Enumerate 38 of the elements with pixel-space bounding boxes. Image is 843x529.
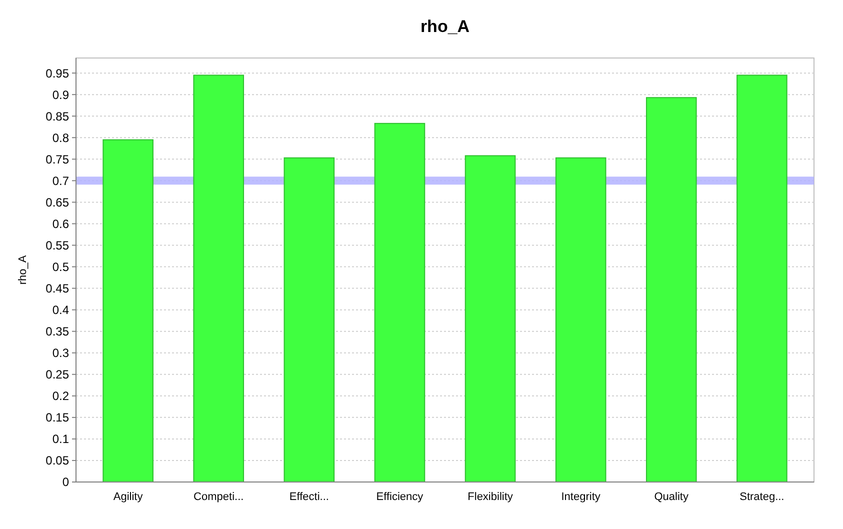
y-tick-label: 0.5 [52,260,70,274]
bar [464,155,516,482]
x-tick-label: Competi... [194,491,244,503]
bar [646,97,697,482]
y-axis-title: rho_A [17,254,29,285]
y-tick-label: 0.6 [52,216,70,231]
y-tick-label: 0.45 [46,281,70,296]
y-tick-label: 0.75 [46,152,70,166]
y-tick-label: 0 [62,475,70,490]
bar [102,139,154,482]
y-tick-label: 0.65 [46,195,70,210]
x-tick-label: Integrity [561,491,601,503]
chart-title: rho_A [420,17,470,36]
y-tick-label: 0.9 [52,88,70,102]
bar [555,157,606,482]
y-tick-label: 0.4 [52,303,70,318]
y-tick-label: 0.95 [46,66,70,80]
y-tick-label: 0.8 [52,130,70,145]
x-tick-label: Flexibility [468,491,514,503]
bar [193,74,244,482]
x-tick-label: Effecti... [289,491,329,503]
y-tick-label: 0.05 [46,454,70,468]
y-tick-label: 0.85 [46,109,70,124]
y-tick-label: 0.55 [46,238,70,252]
y-tick-label: 0.35 [46,324,70,339]
x-tick-label: Quality [654,491,689,503]
x-tick-label: Strateg... [740,491,784,503]
y-tick-label: 0.25 [46,368,70,382]
bar [374,122,426,482]
y-tick-label: 0.2 [52,389,70,404]
y-tick-label: 0.15 [46,410,70,425]
bar [736,74,788,482]
y-tick-label: 0.1 [52,432,70,446]
y-tick-label: 0.3 [52,346,70,360]
x-tick-label: Agility [113,491,144,503]
y-tick-label: 0.7 [52,174,70,188]
bar [284,157,335,482]
x-tick-label: Efficiency [376,491,424,503]
